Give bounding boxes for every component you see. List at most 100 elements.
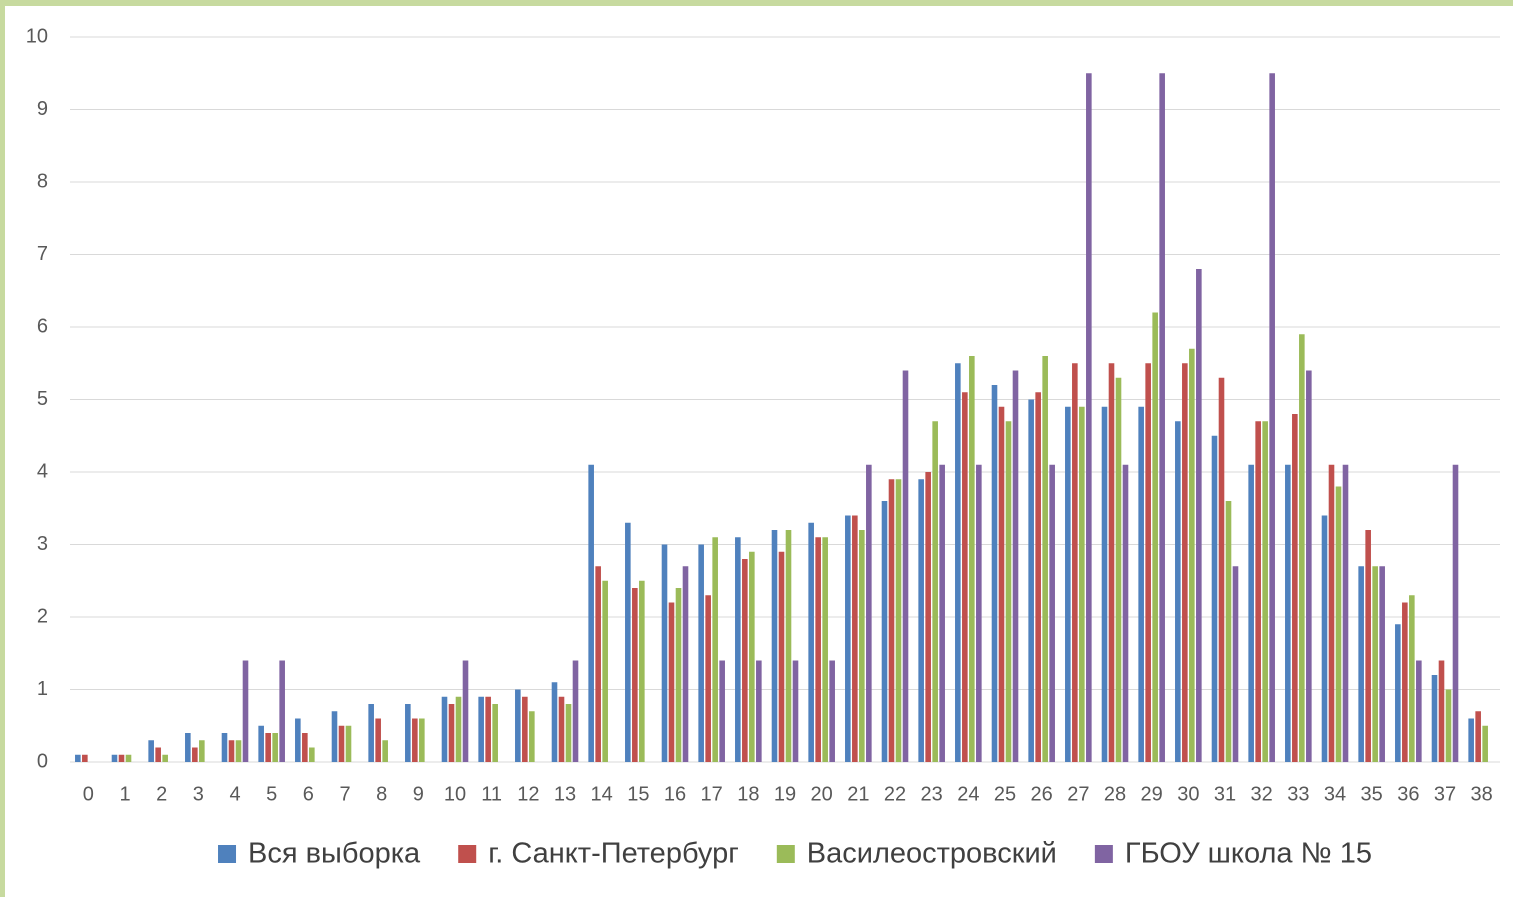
bar <box>185 733 191 762</box>
y-tick-label: 7 <box>37 243 48 265</box>
bar <box>279 660 285 762</box>
bar <box>976 464 982 762</box>
bar <box>1159 73 1165 762</box>
bar <box>962 392 968 762</box>
y-tick-label: 10 <box>26 25 48 47</box>
x-tick-label: 27 <box>1067 783 1089 805</box>
x-tick-label: 30 <box>1177 783 1199 805</box>
bar <box>551 682 558 762</box>
bar <box>228 740 235 762</box>
bar <box>742 559 748 762</box>
bar <box>125 754 132 762</box>
bar <box>1468 718 1474 762</box>
legend-label: Вся выборка <box>248 838 421 870</box>
bar <box>588 464 594 762</box>
bar <box>412 718 418 762</box>
bar <box>1196 269 1202 762</box>
bar <box>902 370 909 762</box>
bar <box>265 733 271 762</box>
bar <box>625 522 631 762</box>
bar <box>1122 464 1129 762</box>
bar <box>375 718 381 762</box>
bar <box>712 537 718 762</box>
bar <box>1299 334 1305 762</box>
bar <box>969 356 975 762</box>
bar <box>192 747 198 762</box>
bar <box>632 588 638 762</box>
x-tick-label: 35 <box>1361 783 1383 805</box>
bar <box>1049 464 1055 762</box>
bar <box>1262 421 1268 762</box>
bar <box>1225 501 1232 762</box>
legend-swatch <box>1094 845 1113 863</box>
x-tick-label: 37 <box>1434 783 1456 805</box>
x-tick-label: 34 <box>1324 783 1346 805</box>
bar <box>1372 566 1378 762</box>
legend-swatch <box>776 845 795 863</box>
bar <box>719 660 725 762</box>
bar <box>572 660 579 762</box>
legend-swatch <box>218 845 237 863</box>
x-tick-label: 20 <box>811 783 833 805</box>
bar <box>235 740 242 762</box>
bar <box>1175 421 1181 762</box>
bar <box>75 754 81 762</box>
bar <box>1028 399 1034 762</box>
bar <box>756 660 762 762</box>
bar <box>295 718 301 762</box>
x-tick-label: 28 <box>1104 783 1126 805</box>
legend-swatch <box>458 845 477 863</box>
y-tick-label: 6 <box>37 315 48 337</box>
bar <box>82 754 88 762</box>
bar <box>419 718 425 762</box>
bar <box>1108 363 1115 762</box>
bar <box>118 754 125 762</box>
bar <box>462 660 469 762</box>
x-tick-label: 21 <box>847 783 869 805</box>
bar <box>785 530 792 762</box>
bar <box>675 588 682 762</box>
x-tick-label: 33 <box>1287 783 1309 805</box>
bar <box>1416 660 1422 762</box>
x-tick-label: 14 <box>591 783 613 805</box>
bar <box>866 464 872 762</box>
bar <box>1182 363 1188 762</box>
bar <box>595 566 601 762</box>
bar <box>478 696 484 762</box>
bar <box>558 696 565 762</box>
legend-label: ГБОУ школа № 15 <box>1125 838 1372 870</box>
bar <box>199 740 205 762</box>
x-tick-label: 26 <box>1031 783 1053 805</box>
bar <box>1475 711 1481 762</box>
bar <box>522 696 528 762</box>
bar <box>565 704 572 762</box>
bar <box>895 479 902 762</box>
bar <box>162 754 168 762</box>
x-tick-label: 23 <box>921 783 943 805</box>
bar <box>1306 370 1312 762</box>
x-tick-label: 13 <box>554 783 576 805</box>
bar <box>815 537 821 762</box>
bar <box>1115 377 1122 762</box>
bar <box>1255 421 1261 762</box>
bar <box>939 464 945 762</box>
bar <box>1218 377 1225 762</box>
x-tick-label: 9 <box>413 783 424 805</box>
bar <box>448 704 455 762</box>
bar <box>1321 515 1328 762</box>
bar <box>1086 73 1092 762</box>
x-tick-label: 15 <box>627 783 649 805</box>
y-tick-label: 1 <box>37 678 48 700</box>
bar <box>485 696 491 762</box>
y-tick-label: 4 <box>37 460 48 482</box>
bar <box>1358 566 1364 762</box>
bar <box>368 704 374 762</box>
bar <box>1285 464 1291 762</box>
bar <box>1482 725 1488 762</box>
bar <box>1379 566 1385 762</box>
bar <box>345 725 352 762</box>
x-tick-label: 11 <box>481 783 502 805</box>
x-tick-label: 24 <box>957 783 979 805</box>
